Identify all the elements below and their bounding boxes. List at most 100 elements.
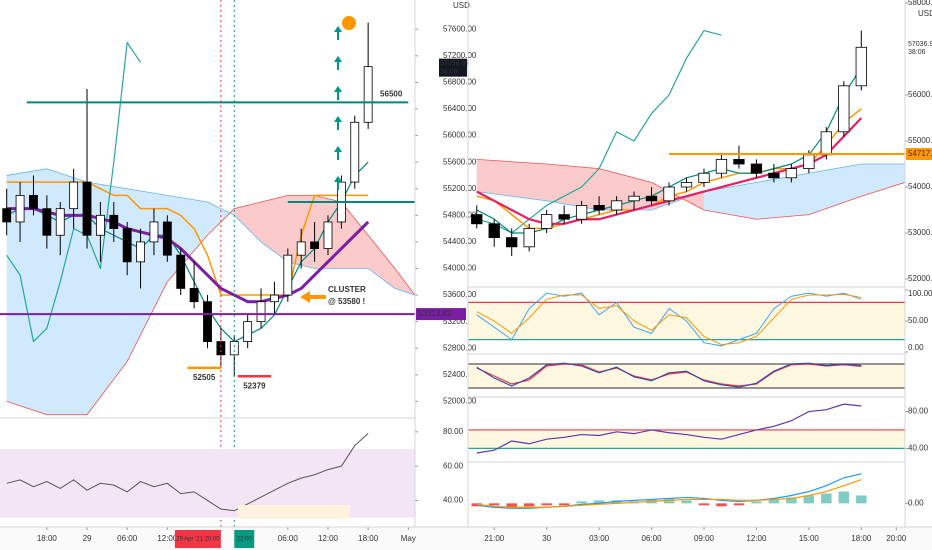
price-tag: 57036.97 [908, 41, 932, 48]
cloud-segment [234, 202, 262, 242]
candle-body [663, 186, 675, 202]
y-tick-label: 54000.00 [908, 182, 932, 191]
price-box-label: 53313.82 [418, 309, 452, 318]
candle-body [229, 341, 239, 356]
price-tag-bg [439, 58, 467, 77]
price-countdown: 38:06 [440, 68, 458, 75]
annotation-box [238, 505, 350, 519]
x-tick-label: 20:00 [886, 534, 907, 543]
price-box-label: 54717.48 [908, 149, 932, 158]
y-tick-label: 100.00 [908, 289, 932, 298]
x-tick-label: 12:00 [318, 534, 339, 543]
y-tick-label: 80.00 [443, 427, 464, 436]
oscillator-line [476, 403, 862, 454]
candle-body [715, 159, 728, 174]
candle-body [733, 159, 745, 165]
candle-body [149, 221, 159, 243]
y-tick-label: 57600.00 [443, 24, 477, 33]
candle-body [310, 241, 320, 249]
candle-body [820, 131, 832, 156]
histogram-bar [786, 497, 797, 504]
histogram-bar [733, 503, 745, 506]
y-tick-label: 0.00 [908, 343, 924, 352]
histogram-bar [681, 500, 692, 504]
crosshair-label-bg [174, 530, 221, 548]
indicator-line [6, 207, 370, 304]
candle-body [750, 163, 763, 174]
oscillator-line [476, 362, 862, 388]
x-tick-label: 18:00 [851, 534, 872, 543]
cloud-edge [6, 168, 415, 296]
cloud-segment [6, 168, 47, 415]
x-tick-label: 12:00 [746, 534, 767, 543]
candle-body [283, 254, 293, 296]
candle-body [69, 181, 79, 210]
candle-body [109, 214, 119, 230]
y-tick-label: 52400.00 [443, 370, 477, 379]
y-tick-label: 55200.00 [443, 184, 477, 193]
oscillator-line [476, 293, 862, 346]
y-tick-label: 52000.00 [443, 396, 477, 405]
arrow [334, 56, 342, 70]
candle-body [698, 172, 710, 183]
line-label: 56500 [380, 89, 403, 98]
candle-body [523, 228, 535, 248]
y-tick-label: 0.00 [908, 498, 924, 507]
x-tick-label: 18:00 [358, 534, 379, 543]
candle-body [216, 341, 226, 356]
y-tick-label: 54000.00 [443, 264, 477, 273]
y-tick-label: 53000.00 [908, 228, 932, 237]
line-label: 52505 [193, 373, 216, 382]
candle-body [363, 66, 373, 123]
y-tick-label: 40.00 [908, 443, 929, 452]
candle-body [122, 228, 132, 263]
arrow [334, 26, 342, 40]
candle-body [785, 168, 798, 179]
y-tick-label: 56800.00 [443, 78, 477, 87]
candle-body [803, 154, 815, 170]
annotation: CLUSTER [328, 285, 366, 294]
indicator-line [476, 29, 722, 234]
candle-body [256, 301, 266, 323]
band-fill [0, 448, 415, 518]
cloud-segment [476, 159, 547, 201]
x-tick-label: 06:00 [117, 534, 138, 543]
band-fill [468, 364, 905, 388]
crosshair-label-bg [234, 530, 255, 548]
indicator-line [6, 161, 369, 343]
y-tick-label: 55000.00 [908, 136, 932, 145]
candle-body [506, 237, 518, 248]
price-tag: 57036.97 [440, 60, 469, 67]
cloud-segment [808, 164, 862, 215]
candle-body [855, 46, 867, 87]
y-tick-label: 40.00 [443, 496, 464, 505]
histogram-bar [751, 501, 762, 504]
cloud-segment [207, 202, 235, 236]
candle-body [296, 241, 306, 256]
candle-body [176, 254, 186, 289]
oscillator-line [476, 479, 862, 508]
y-tick-label: 55600.00 [443, 157, 477, 166]
candle-body [575, 205, 588, 220]
cloud-edge [6, 194, 415, 416]
price-pane [471, 29, 905, 257]
arrow [334, 146, 342, 160]
x-tick-label: 06:00 [642, 534, 663, 543]
candle-body [203, 301, 212, 342]
x-tick-label: 15:00 [799, 534, 820, 543]
candle-body [323, 221, 333, 249]
x-tick-label: 09:00 [694, 534, 715, 543]
candle-body [593, 205, 605, 211]
line-label: 52379 [243, 381, 266, 390]
cloud-segment [87, 182, 128, 415]
decorations [0, 0, 932, 528]
candle-body [162, 221, 172, 256]
x-tick-label: 12:00 [157, 534, 178, 543]
x-tick-label: 06:00 [278, 534, 299, 543]
cloud-segment [703, 182, 757, 220]
histogram-bar [716, 503, 727, 507]
histogram-bar [558, 503, 570, 506]
y-tick-label: 58000.00 [908, 0, 932, 7]
